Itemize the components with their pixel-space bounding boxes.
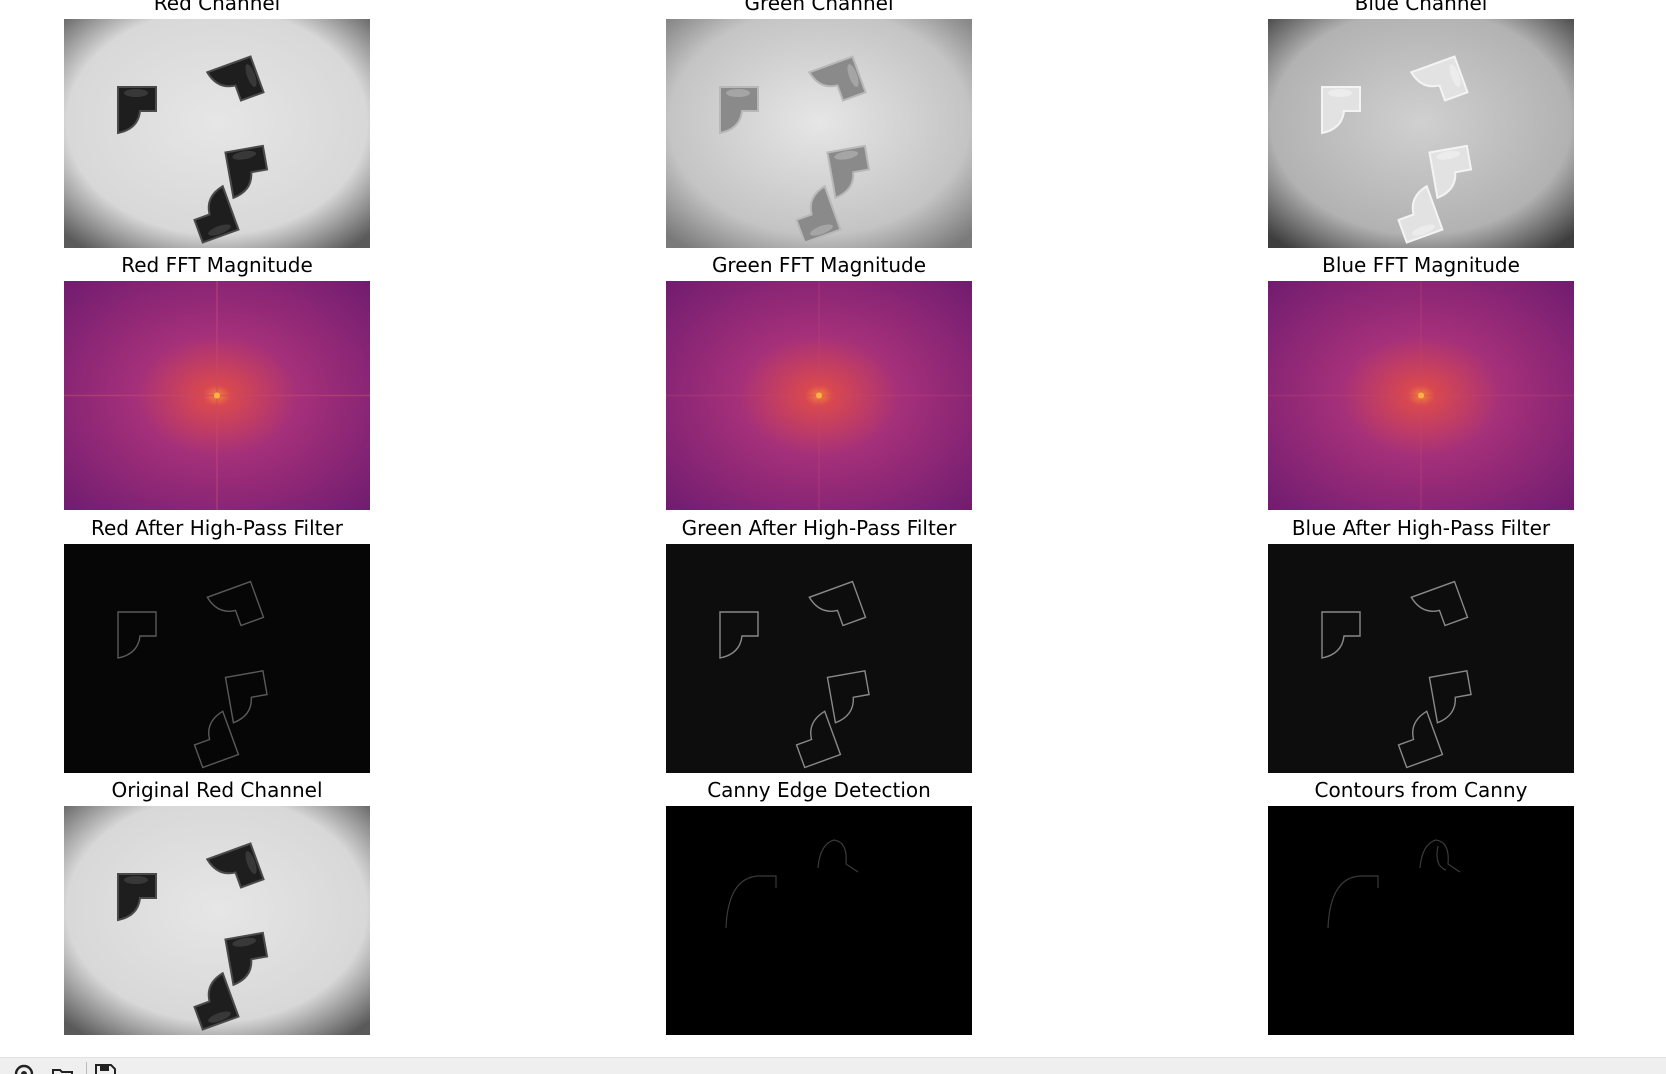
edge-outline (1397, 710, 1444, 769)
panel-title: Red Channel (153, 0, 281, 15)
blue-fft-image (1268, 281, 1574, 510)
edge-outline (1410, 580, 1469, 627)
edge-outline (1428, 670, 1472, 724)
home-icon (14, 1064, 34, 1074)
save-icon (95, 1064, 116, 1074)
original-red-image (64, 806, 370, 1035)
panel-title: Green Channel (744, 0, 894, 15)
edges-background (1268, 806, 1574, 1035)
pipe-fitting (795, 184, 842, 244)
edge-outline (206, 580, 265, 627)
edge-curve (725, 875, 777, 929)
panel-graphic (1268, 19, 1574, 248)
pipe-fitting (117, 86, 157, 135)
panel-title: Contours from Canny (1314, 778, 1528, 802)
pipe-fitting (224, 931, 269, 987)
blue-channel-image (1268, 19, 1574, 248)
edges-background (666, 806, 972, 1035)
fft-dc-peak (214, 392, 220, 399)
panel-graphic (1268, 806, 1574, 1035)
pipe-fitting (826, 144, 871, 200)
fft-dc-peak (816, 392, 822, 399)
edge-curve (1327, 875, 1379, 929)
folder-icon (52, 1069, 73, 1074)
edge-outline (826, 670, 870, 724)
panel-graphic (666, 281, 972, 510)
edge-outline (117, 611, 157, 659)
edge-curve (1436, 845, 1447, 871)
panel-title: Red FFT Magnitude (121, 253, 313, 277)
panel-title: Original Red Channel (111, 778, 323, 802)
figure-toolbar (0, 1057, 1666, 1074)
green-highpass-image (666, 544, 972, 773)
canny-contours-image (1268, 806, 1574, 1035)
green-fft-image (666, 281, 972, 510)
panel-graphic (1268, 544, 1574, 773)
edge-outline (808, 580, 867, 627)
highpass-background (1268, 544, 1574, 773)
pipe-fitting (1397, 184, 1444, 244)
toolbar-separator (86, 1062, 87, 1074)
pipe-fitting (807, 55, 867, 102)
pipe-fitting (224, 144, 269, 200)
pipe-fitting (719, 86, 759, 135)
pipe-fitting (1409, 55, 1469, 102)
red-channel-image (64, 19, 370, 248)
panel-title: Blue After High-Pass Filter (1291, 516, 1551, 540)
pipe-fitting (205, 55, 265, 102)
red-highpass-image (64, 544, 370, 773)
open-button[interactable] (50, 1061, 76, 1074)
pipe-fitting (117, 873, 157, 922)
pipe-fitting (205, 842, 265, 889)
panel-graphic (64, 281, 370, 510)
panel-title: Green After High-Pass Filter (681, 516, 957, 540)
fft-dc-peak (1418, 392, 1424, 399)
green-channel-image (666, 19, 972, 248)
canny-edges-image (666, 806, 972, 1035)
panel-graphic (1268, 281, 1574, 510)
panel-title: Red After High-Pass Filter (90, 516, 344, 540)
panel-title: Blue FFT Magnitude (1322, 253, 1520, 277)
edge-curve (1419, 839, 1461, 873)
pipe-fitting (193, 184, 240, 244)
red-fft-image (64, 281, 370, 510)
blue-highpass-image (1268, 544, 1574, 773)
pipe-fitting (1428, 144, 1473, 200)
panel-graphic (666, 19, 972, 248)
pipe-fitting (1321, 86, 1361, 135)
edge-outline (193, 710, 240, 769)
panel-title: Blue Channel (1354, 0, 1488, 15)
panel-graphic (666, 806, 972, 1035)
panel-graphic (64, 806, 370, 1035)
panel-title: Green FFT Magnitude (711, 253, 927, 277)
panel-graphic (64, 544, 370, 773)
home-button[interactable] (10, 1061, 36, 1074)
panel-graphic (666, 544, 972, 773)
edge-outline (224, 670, 268, 724)
pipe-fitting (193, 971, 240, 1031)
panel-graphic (64, 19, 370, 248)
highpass-background (64, 544, 370, 773)
save-button[interactable] (92, 1061, 118, 1074)
panel-title: Canny Edge Detection (707, 778, 931, 802)
edge-outline (719, 611, 759, 659)
highpass-background (666, 544, 972, 773)
edge-outline (795, 710, 842, 769)
edge-outline (1321, 611, 1361, 659)
edge-curve (817, 839, 859, 873)
